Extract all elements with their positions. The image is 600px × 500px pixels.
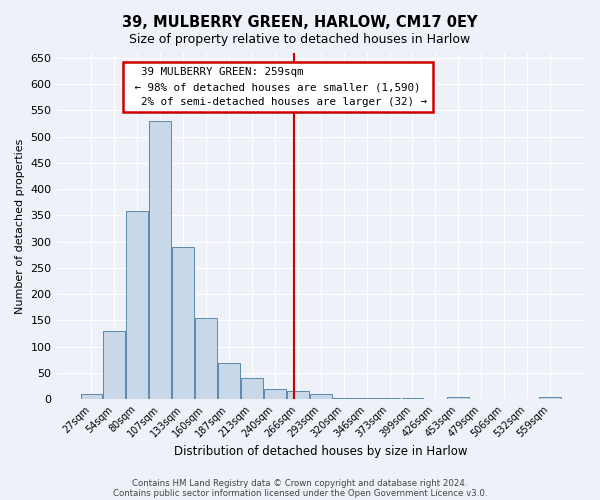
Bar [356, 398, 377, 399]
X-axis label: Distribution of detached houses by size in Harlow: Distribution of detached houses by size … [174, 444, 467, 458]
Bar [379, 398, 400, 399]
Text: Contains public sector information licensed under the Open Government Licence v3: Contains public sector information licen… [113, 488, 487, 498]
Text: 39 MULBERRY GREEN: 259sqm  
 ← 98% of detached houses are smaller (1,590)
  2% o: 39 MULBERRY GREEN: 259sqm ← 98% of detac… [128, 67, 427, 107]
Text: Size of property relative to detached houses in Harlow: Size of property relative to detached ho… [130, 32, 470, 46]
Bar [333, 398, 355, 399]
Bar [539, 396, 561, 399]
Bar [103, 331, 125, 399]
Bar [172, 247, 194, 399]
Bar [264, 388, 286, 399]
Bar [80, 394, 103, 399]
Bar [448, 396, 469, 399]
Bar [401, 398, 424, 399]
Bar [218, 364, 240, 399]
Bar [195, 318, 217, 399]
Y-axis label: Number of detached properties: Number of detached properties [15, 138, 25, 314]
Bar [149, 121, 171, 399]
Bar [241, 378, 263, 399]
Bar [287, 392, 309, 399]
Bar [127, 211, 148, 399]
Text: 39, MULBERRY GREEN, HARLOW, CM17 0EY: 39, MULBERRY GREEN, HARLOW, CM17 0EY [122, 15, 478, 30]
Text: Contains HM Land Registry data © Crown copyright and database right 2024.: Contains HM Land Registry data © Crown c… [132, 478, 468, 488]
Bar [310, 394, 332, 399]
